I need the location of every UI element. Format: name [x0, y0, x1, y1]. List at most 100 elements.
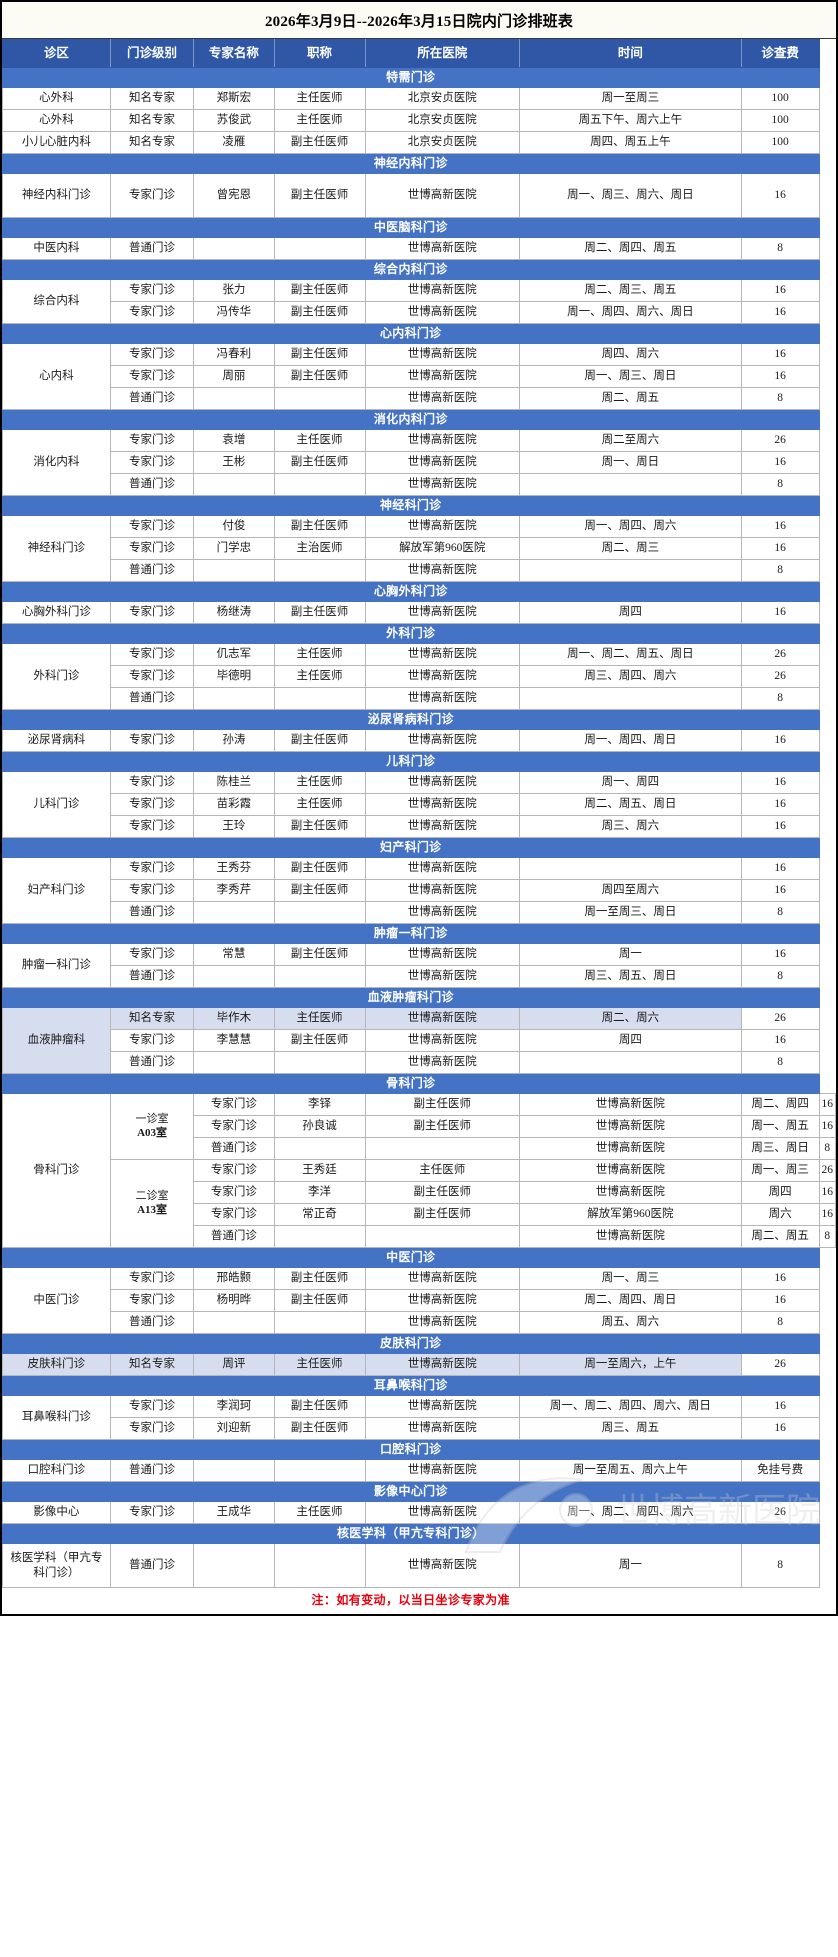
cell-name	[193, 237, 275, 260]
cell-fee: 26	[740, 1007, 820, 1030]
footer-note-row: 注：如有变动，以当日坐诊专家为准	[2, 1587, 836, 1614]
cell-fee: 16	[740, 1289, 820, 1312]
cell-hospital: 世博高新医院	[364, 729, 521, 752]
cell-hospital: 世博高新医院	[364, 1353, 521, 1376]
cell-fee: 16	[740, 537, 820, 560]
cell-title	[273, 687, 366, 710]
cell-fee: 8	[740, 965, 820, 988]
cell-fee: 26	[740, 665, 820, 688]
cell-fee: 16	[818, 1093, 836, 1116]
cell-title: 副主任医师	[364, 1115, 521, 1138]
table-row: 骨科门诊 一诊室 A03室 专家门诊 李铎 副主任医师 世博高新医院 周二、周四 16	[2, 1093, 836, 1248]
cell-level: 普通门诊	[109, 387, 195, 410]
table-row: 核医学科（甲亢专科门诊） 普通门诊 世博高新医院 周一 8	[2, 1543, 836, 1588]
page-title: 2026年3月9日--2026年3月15日院内门诊排班表	[264, 13, 574, 30]
cell-level: 专家门诊	[109, 771, 195, 794]
section-group-row: 神经科门诊	[2, 495, 836, 516]
cell-time: 周四	[740, 1181, 820, 1204]
section-group-row: 特需门诊	[2, 67, 836, 88]
cell-zone: 口腔科门诊	[2, 1459, 111, 1482]
table-row: 普通门诊 世博高新医院 8	[3, 687, 836, 710]
table-row: 专家门诊 王玲 副主任医师 世博高新医院 周三、周六 16	[3, 815, 836, 838]
cell-level: 专家门诊	[109, 729, 195, 752]
cell-hospital: 解放军第960医院	[364, 537, 521, 560]
section-group-label: 皮肤科门诊	[2, 1333, 820, 1354]
cell-fee: 16	[818, 1181, 836, 1204]
cell-level: 普通门诊	[109, 1051, 195, 1074]
table-row: 专家门诊 毕德明 主任医师 世博高新医院 周三、周四、周六 26	[3, 665, 836, 688]
cell-level: 专家门诊	[109, 515, 195, 538]
cell-hospital: 世博高新医院	[364, 1007, 521, 1030]
cell-name: 孙涛	[193, 729, 275, 752]
cell-zone: 耳鼻喉科门诊	[2, 1395, 111, 1440]
cell-time: 周二、周四	[740, 1093, 820, 1116]
cell-hospital: 世博高新医院	[364, 1051, 521, 1074]
cell-name: 冯传华	[193, 301, 275, 324]
section-group-label: 中医门诊	[2, 1247, 820, 1268]
table-row: 普通门诊 世博高新医院 周一至周三、周日 8	[3, 901, 836, 924]
title-bar: 2026年3月9日--2026年3月15日院内门诊排班表	[2, 0, 836, 39]
cell-fee: 100	[740, 87, 820, 110]
table-row: 专家门诊 周丽 副主任医师 世博高新医院 周一、周三、周日 16	[3, 365, 836, 388]
column-header-time: 时间	[519, 39, 742, 68]
cell-name: 常慧	[193, 943, 275, 966]
cell-name: 袁增	[193, 429, 275, 452]
cell-hospital: 世博高新医院	[364, 857, 521, 880]
table-row: 专家门诊 杨明晔 副主任医师 世博高新医院 周二、周四、周日 16	[3, 1289, 836, 1312]
cell-hospital: 世博高新医院	[519, 1159, 742, 1182]
cell-fee: 16	[740, 365, 820, 388]
cell-fee: 16	[740, 1417, 820, 1440]
section-group-row: 中医门诊	[2, 1247, 836, 1268]
cell-hospital: 世博高新医院	[364, 879, 521, 902]
cell-name: 孙良诚	[273, 1115, 366, 1138]
cell-zone: 中医内科	[2, 237, 111, 260]
cell-fee: 16	[740, 1395, 820, 1418]
cell-level: 专家门诊	[109, 815, 195, 838]
table-row: 心内科 专家门诊 冯春利 副主任医师 世博高新医院 周四、周六 16	[2, 343, 836, 410]
cell-name: 李铎	[273, 1093, 366, 1116]
cell-title	[273, 1543, 366, 1588]
cell-zone: 妇产科门诊	[2, 857, 111, 924]
cell-level: 专家门诊	[193, 1093, 275, 1116]
cell-name	[193, 1051, 275, 1074]
section-group-label: 儿科门诊	[2, 751, 820, 772]
cell-fee: 16	[740, 343, 820, 366]
cell-fee: 8	[740, 237, 820, 260]
cell-level: 专家门诊	[193, 1115, 275, 1138]
section-group-label: 特需门诊	[2, 67, 820, 88]
table-row: 泌尿肾病科 专家门诊 孙涛 副主任医师 世博高新医院 周一、周四、周日 16	[2, 729, 836, 752]
cell-zone: 中医门诊	[2, 1267, 111, 1334]
cell-room: 一诊室 A03室	[109, 1093, 195, 1160]
table-row: 口腔科门诊 普通门诊 世博高新医院 周一至周五、周六上午 免挂号费	[2, 1459, 836, 1482]
cell-name: 冯春利	[193, 343, 275, 366]
cell-time: 周二至周六	[519, 429, 742, 452]
room-line-1: 一诊室	[135, 1113, 169, 1126]
cell-fee: 16	[740, 857, 820, 880]
table-row: 综合内科 专家门诊 张力 副主任医师 世博高新医院 周二、周三、周五 16	[2, 279, 836, 324]
cell-name: 苗彩霞	[193, 793, 275, 816]
section-group-row: 消化内科门诊	[2, 409, 836, 430]
cell-title	[364, 1137, 521, 1160]
cell-fee: 16	[740, 279, 820, 302]
cell-time: 周三、周日	[740, 1137, 820, 1160]
cell-name	[193, 1543, 275, 1588]
cell-time: 周二、周三	[519, 537, 742, 560]
room-line-1: 二诊室	[135, 1190, 169, 1203]
cell-fee: 16	[740, 771, 820, 794]
cell-name: 苏俊武	[193, 109, 275, 132]
section-group-row: 血液肿瘤科门诊	[2, 987, 836, 1008]
cell-fee: 免挂号费	[740, 1459, 820, 1482]
cell-name: 张力	[193, 279, 275, 302]
table-row: 普通门诊 世博高新医院 周三、周五、周日 8	[3, 965, 836, 988]
cell-fee: 26	[818, 1159, 836, 1182]
cell-level: 专家门诊	[109, 879, 195, 902]
table-row: 专家门诊 门学忠 主治医师 解放军第960医院 周二、周三 16	[3, 537, 836, 560]
table-body: 特需门诊 心外科 知名专家 郑斯宏 主任医师 北京安贞医院 周一至周三 100 心外科 知名专家苏…	[2, 67, 836, 1614]
section-group-row: 骨科门诊	[2, 1073, 836, 1094]
cell-level: 专家门诊	[109, 1029, 195, 1052]
table-row: 影像中心 专家门诊 王成华 主任医师 世博高新医院 周一、周二、周四、周六 26	[2, 1501, 836, 1524]
table-row: 神经科门诊 专家门诊 付俊 副主任医师 世博高新医院 周一、周四、周六 16	[2, 515, 836, 582]
cell-title: 副主任医师	[273, 365, 366, 388]
cell-time: 周一、周二、周四、周六	[519, 1501, 742, 1524]
section-group-row: 皮肤科门诊	[2, 1333, 836, 1354]
